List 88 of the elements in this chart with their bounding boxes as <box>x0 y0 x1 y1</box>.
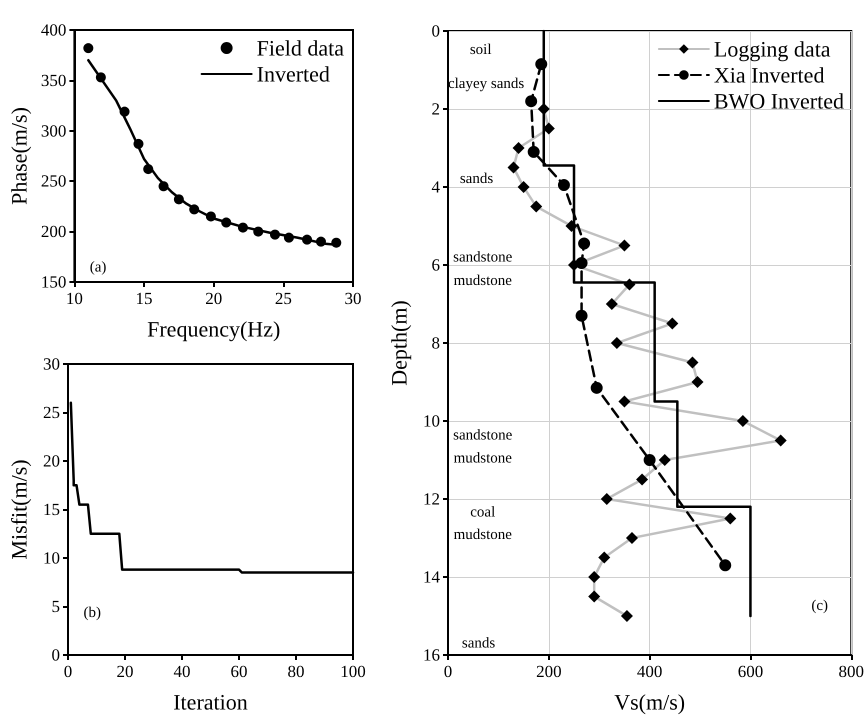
x-axis-title: Iteration <box>173 690 248 714</box>
x-tick-label: 200 <box>536 662 562 681</box>
point <box>238 222 248 233</box>
x-tick-label: 10 <box>66 289 83 308</box>
point <box>316 236 326 247</box>
y-tick-label: 5 <box>52 597 60 616</box>
y-tick-label: 400 <box>40 20 66 40</box>
point <box>576 257 588 270</box>
annotation: sandstone <box>453 427 513 444</box>
x-tick-label: 80 <box>288 662 304 681</box>
annotation: clayey sands <box>448 76 524 92</box>
x-axis-title: Vs(m/s) <box>614 690 686 714</box>
point <box>528 146 540 158</box>
y-tick-label: 30 <box>43 354 60 374</box>
y-tick-label: 16 <box>423 646 440 664</box>
x-axis-title: Frequency(Hz) <box>147 316 280 342</box>
point <box>284 232 294 243</box>
point <box>83 43 94 54</box>
y-tick-label: 25 <box>43 403 60 422</box>
x-tick-label: 15 <box>136 289 153 308</box>
y-axis-title: Phase(m/s) <box>6 107 32 205</box>
legend-label: Inverted <box>256 62 330 86</box>
x-tick-label: 800 <box>838 662 864 681</box>
x-tick-label: 40 <box>174 662 190 681</box>
y-tick-label: 20 <box>43 452 60 470</box>
point <box>120 106 130 117</box>
point <box>96 72 106 82</box>
legend-label: Field data <box>256 36 344 60</box>
x-tick-label: 600 <box>738 662 764 681</box>
annotation: soil <box>470 42 492 58</box>
point <box>189 204 200 214</box>
x-tick-label: 30 <box>344 289 362 308</box>
point <box>270 230 280 240</box>
y-axis-title: Misfit(m/s) <box>6 459 32 560</box>
annotation: (a) <box>90 260 106 276</box>
point <box>576 310 588 322</box>
point <box>206 211 216 222</box>
legend-label: Xia Inverted <box>714 62 824 88</box>
y-tick-label: 10 <box>43 548 60 568</box>
annotation: sands <box>462 636 496 652</box>
y-tick-label: 14 <box>423 568 440 586</box>
point <box>133 138 144 149</box>
x-tick-label: 60 <box>230 662 248 681</box>
point <box>143 164 154 174</box>
y-tick-label: 2 <box>432 100 440 118</box>
legend-label: Logging data <box>714 36 831 62</box>
y-tick-label: 250 <box>40 172 66 191</box>
annotation: sandstone <box>453 249 513 266</box>
point <box>331 238 342 248</box>
y-axis-title: Depth(m) <box>386 300 412 386</box>
point <box>221 218 232 228</box>
y-tick-label: 200 <box>40 222 66 242</box>
point <box>535 58 548 70</box>
point <box>644 454 656 466</box>
point <box>558 179 570 192</box>
point <box>590 382 603 394</box>
annotation: sands <box>460 171 494 188</box>
x-tick-label: 0 <box>444 662 452 681</box>
y-tick-label: 12 <box>423 490 440 508</box>
x-tick-label: 400 <box>636 662 662 681</box>
x-tick-label: 100 <box>340 662 366 681</box>
y-tick-label: 8 <box>432 334 440 352</box>
legend-label: BWO Inverted <box>714 88 844 114</box>
x-tick-label: 20 <box>205 289 222 308</box>
y-tick-label: 15 <box>43 500 60 519</box>
point <box>174 194 184 204</box>
y-tick-label: 4 <box>432 178 440 196</box>
point <box>302 234 312 245</box>
point <box>253 226 264 237</box>
y-tick-label: 0 <box>432 22 440 40</box>
point <box>158 181 169 192</box>
x-tick-label: 25 <box>274 289 292 308</box>
y-tick-label: 10 <box>423 412 440 430</box>
annotation: (b) <box>83 605 101 622</box>
point <box>578 238 590 250</box>
y-tick-label: 150 <box>40 272 66 292</box>
annotation: mudstone <box>454 526 512 543</box>
y-tick-label: 350 <box>40 70 66 90</box>
y-tick-label: 6 <box>432 256 440 274</box>
x-tick-label: 20 <box>116 662 134 681</box>
point <box>719 559 732 572</box>
point <box>525 95 538 108</box>
annotation: coal <box>470 504 496 520</box>
annotation: mudstone <box>454 450 512 466</box>
y-tick-label: 300 <box>40 121 66 140</box>
annotation: mudstone <box>454 273 512 289</box>
y-tick-label: 0 <box>52 646 60 664</box>
annotation: (c) <box>811 598 828 614</box>
